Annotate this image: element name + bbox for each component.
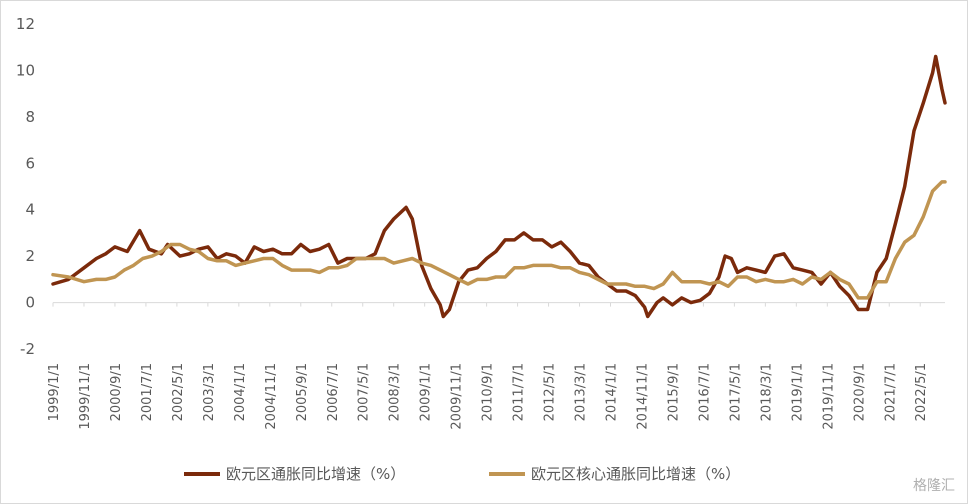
legend: 欧元区通胀同比增速（%） 欧元区核心通胀同比增速（%） <box>184 465 740 483</box>
x-tick-label: 2008/3/1 <box>388 363 403 421</box>
series-line-core-inflation <box>51 180 947 300</box>
x-tick-label: 2022/5/1 <box>914 363 929 421</box>
x-tick-label: 2012/5/1 <box>543 363 558 421</box>
x-tick-label: 2009/11/1 <box>450 363 465 430</box>
x-tick-label: 2009/1/1 <box>419 363 434 421</box>
x-tick-label: 2021/7/1 <box>883 363 898 421</box>
y-tick-label: 8 <box>25 108 35 126</box>
x-tick-label: 2006/7/1 <box>326 363 341 421</box>
x-tick-label: 2016/7/1 <box>697 363 712 421</box>
x-tick-label: 2010/9/1 <box>481 363 496 421</box>
x-tick-label: 2011/7/1 <box>512 363 527 421</box>
legend-label: 欧元区通胀同比增速（%） <box>226 465 405 483</box>
x-tick-label: 2004/1/1 <box>233 363 248 421</box>
y-tick-label: 4 <box>25 201 35 219</box>
x-tick-label: 1999/11/1 <box>78 363 93 430</box>
y-tick-label: 0 <box>25 294 35 312</box>
y-tick-label: 12 <box>16 15 35 33</box>
x-tick-label: 2001/7/1 <box>140 363 155 421</box>
x-tick-label: 2004/11/1 <box>264 363 279 430</box>
watermark: 格隆汇 <box>913 478 955 494</box>
legend-label: 欧元区核心通胀同比增速（%） <box>531 465 740 483</box>
x-tick-label: 2002/5/1 <box>171 363 186 421</box>
x-tick-label: 2000/9/1 <box>109 363 124 421</box>
y-tick-label: 6 <box>25 154 35 172</box>
x-tick-label: 2005/9/1 <box>295 363 310 421</box>
series-line-headline-inflation <box>51 54 947 319</box>
y-tick-label: -2 <box>20 340 35 358</box>
x-tick-label: 2014/1/1 <box>605 363 620 421</box>
x-tick-label: 2015/9/1 <box>666 363 681 421</box>
x-tick-label: 2014/11/1 <box>635 363 650 430</box>
x-tick-label: 2020/9/1 <box>852 363 867 421</box>
x-tick-label: 2017/5/1 <box>728 363 743 421</box>
x-tick-label: 2007/5/1 <box>357 363 372 421</box>
x-tick-label: 2013/3/1 <box>574 363 589 421</box>
y-tick-label: 2 <box>25 247 35 265</box>
x-tick-label: 2003/3/1 <box>202 363 217 421</box>
y-axis-ticks: -2 0 2 4 6 8 10 12 <box>16 15 35 358</box>
x-tick-label: 2019/11/1 <box>821 363 836 430</box>
x-axis-ticks: 1999/1/1 1999/11/1 2000/9/1 2001/7/1 2002/5/… <box>47 302 929 430</box>
series-lines <box>51 54 947 319</box>
x-tick-label: 2019/1/1 <box>790 363 805 421</box>
y-tick-label: 10 <box>16 61 35 79</box>
x-tick-label: 1999/1/1 <box>47 363 62 421</box>
x-tick-label: 2018/3/1 <box>759 363 774 421</box>
